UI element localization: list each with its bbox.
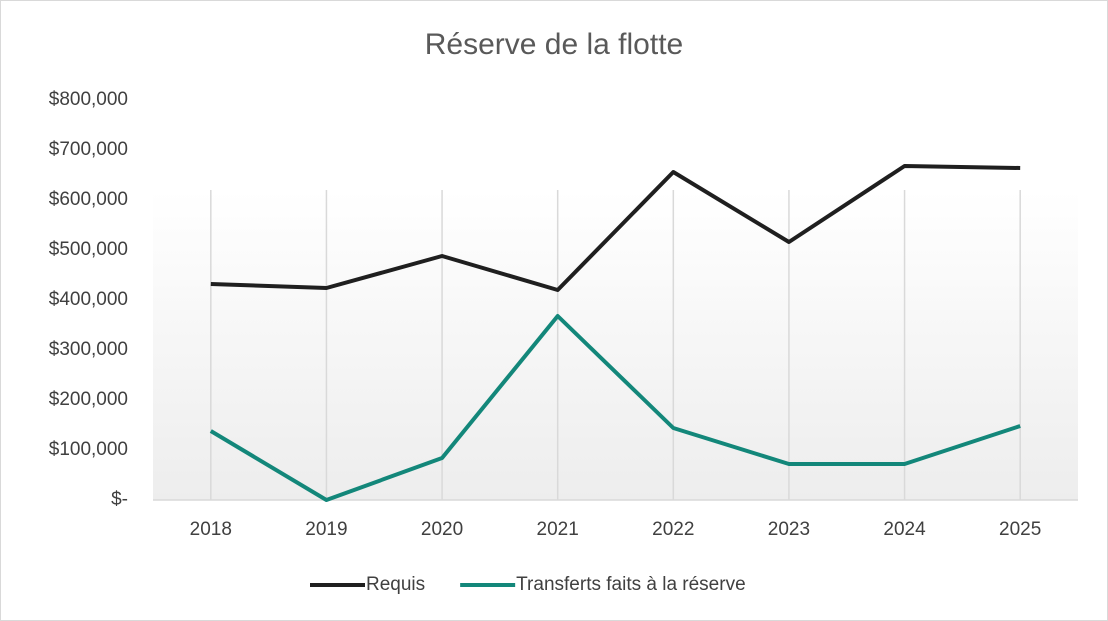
x-tick-label: 2018: [190, 519, 232, 540]
y-tick-label: $700,000: [49, 139, 128, 160]
y-tick-label: $800,000: [49, 89, 128, 110]
x-tick-label: 2023: [768, 519, 810, 540]
x-tick-label: 2020: [421, 519, 463, 540]
y-tick-label: $500,000: [49, 239, 128, 260]
series-line: [209, 314, 1021, 502]
x-tick-label: 2021: [537, 519, 579, 540]
y-tick-label: $200,000: [49, 389, 128, 410]
series-line: [210, 164, 1021, 292]
legend-label: Requis: [366, 574, 425, 595]
y-tick-label: $100,000: [49, 439, 128, 460]
y-tick-label: $600,000: [49, 189, 128, 210]
x-tick-label: 2025: [999, 519, 1041, 540]
x-tick-label: 2024: [883, 519, 926, 540]
y-tick-label: $300,000: [49, 339, 128, 360]
x-tick-label: 2019: [305, 519, 347, 540]
legend-label: Transferts faits à la réserve: [516, 574, 745, 595]
y-tick-label: $-: [111, 489, 128, 510]
y-tick-label: $400,000: [49, 289, 128, 310]
x-tick-label: 2022: [652, 519, 694, 540]
plot-area: [153, 190, 1078, 500]
chart-title: Réserve de la flotte: [425, 28, 683, 61]
